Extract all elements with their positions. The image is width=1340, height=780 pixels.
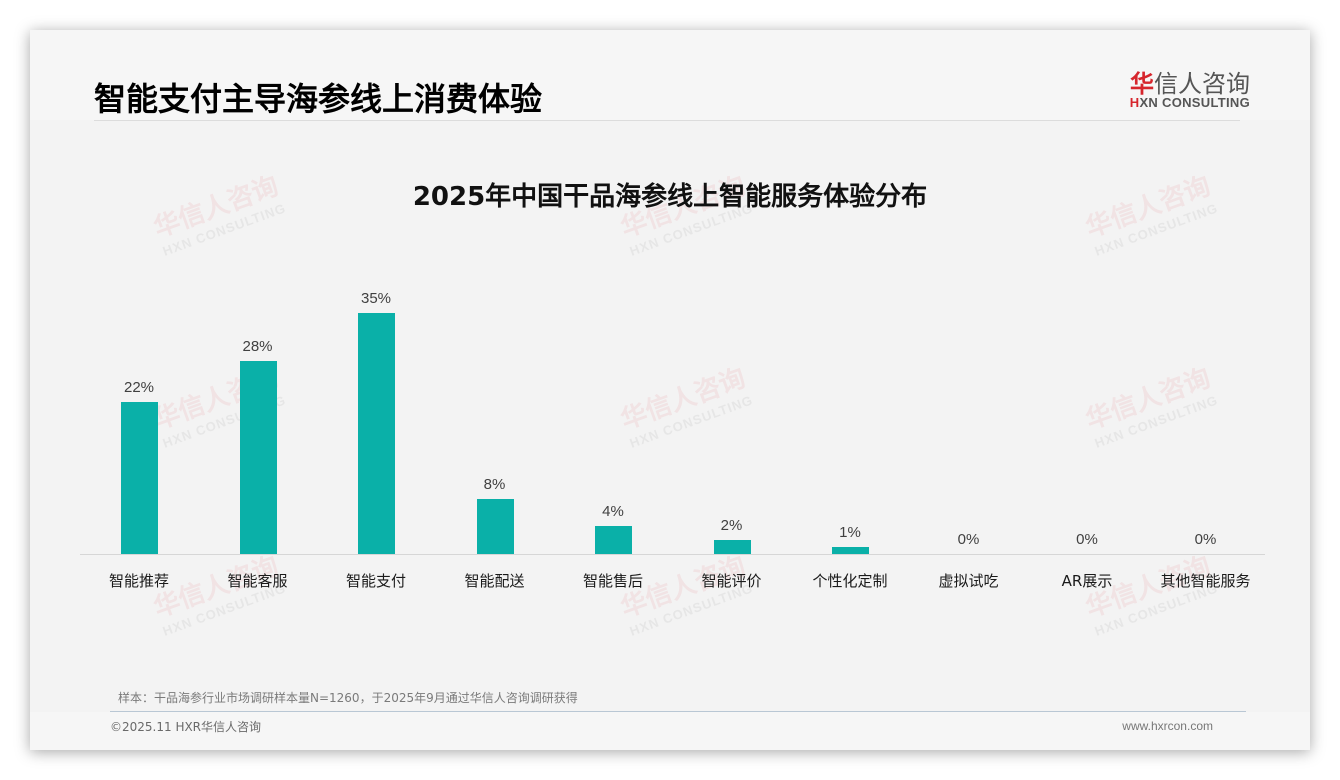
category-label: 虚拟试吃 [938, 572, 999, 590]
bar-group: 0% [1028, 270, 1146, 554]
bar-group: 28% [199, 270, 317, 554]
footer-band [30, 712, 1310, 750]
bar [476, 498, 514, 554]
bar-value-label: 1% [839, 524, 861, 542]
bar-group: 35% [317, 270, 435, 554]
bar-value-label: 22% [123, 379, 155, 397]
bar-value-label: 2% [720, 517, 743, 535]
bar [121, 402, 158, 554]
category-label: 智能推荐 [108, 572, 169, 590]
bar-value-label: 0% [957, 531, 980, 548]
bar-value-label: 35% [360, 289, 392, 307]
bar-group: 2% [673, 270, 791, 554]
category-label: 智能客服 [227, 572, 288, 590]
bar-group: 0% [1147, 270, 1265, 554]
bar-group: 8% [436, 270, 554, 554]
bar [713, 540, 751, 554]
chart-title: 2025年中国干品海参线上智能服务体验分布 [412, 182, 928, 212]
bar-value-label: 28% [242, 337, 273, 355]
logo-chinese: 华信人咨询 [1130, 70, 1250, 98]
bar-chart-plot-area: 22% 28% 35% 8% 4% 2% 1% 0% 0% 0% [80, 270, 1265, 560]
website: www.hxrcon.com [1122, 719, 1213, 733]
bar-value-label: 4% [602, 503, 624, 521]
bar-value-label: 0% [1076, 531, 1098, 548]
bar-group: 4% [554, 270, 672, 554]
copyright: ©2025.11 HXR华信人咨询 [110, 720, 262, 734]
header-divider [94, 120, 1240, 121]
bar-group: 0% [910, 270, 1028, 554]
bar [595, 526, 632, 554]
bar-group: 1% [791, 270, 909, 554]
page-title: 智能支付主导海参线上消费体验 [94, 80, 543, 118]
category-label: AR展示 [1061, 572, 1113, 590]
category-label: 智能支付 [345, 572, 406, 590]
x-axis-line [80, 554, 1265, 555]
sample-note: 样本：干品海参行业市场调研样本量N=1260，于2025年9月通过华信人咨询调研… [118, 691, 578, 705]
slide: 华信人咨询 HXN CONSULTING 华信人咨询 HXN CONSULTING … [30, 30, 1310, 750]
header-band [30, 30, 1310, 120]
category-label: 智能评价 [701, 572, 762, 590]
category-label: 其他智能服务 [1160, 572, 1251, 590]
company-logo: 华信人咨询 HXN CONSULTING [1110, 64, 1250, 114]
category-label: 智能配送 [464, 572, 525, 590]
bar [358, 312, 395, 554]
bar-value-label: 0% [1194, 531, 1217, 548]
footer-divider [110, 711, 1246, 712]
category-label: 智能售后 [582, 572, 643, 590]
bar-group: 22% [80, 270, 198, 554]
logo-english: HXN CONSULTING [1129, 95, 1250, 110]
bar [832, 547, 869, 554]
bar-value-label: 8% [483, 475, 506, 493]
category-label: 个性化定制 [812, 572, 888, 590]
bar [239, 360, 277, 554]
